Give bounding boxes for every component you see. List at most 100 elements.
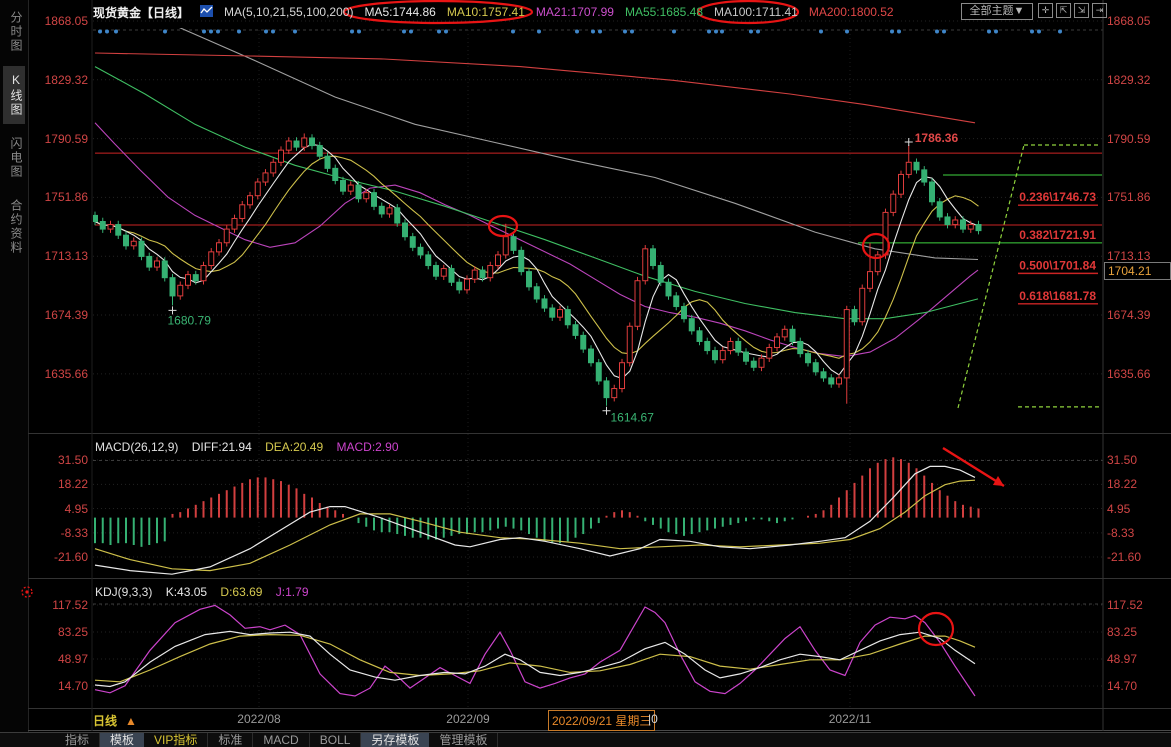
hand-annotations: [21, 0, 1005, 647]
crosshair-icon[interactable]: ✛: [1038, 3, 1053, 18]
axis-tick-label: 117.52: [52, 598, 88, 612]
macd-line-dea: [94, 479, 976, 572]
bottom-tab[interactable]: VIP指标: [144, 732, 209, 747]
annotation-circle-icon: [917, 611, 955, 647]
indicator-template-tabbar: 指标 模板 VIP指标 标准 MACD BOLL 另存模板 管理模板: [0, 732, 1171, 747]
axis-tick-label: -8.33: [1107, 525, 1135, 540]
bottom-tab[interactable]: MACD: [253, 732, 310, 747]
axis-tick-label: 14.70: [57, 678, 88, 693]
axis-tick-label: 83.25: [57, 624, 88, 639]
axis-tick-label: 1635.66: [44, 366, 88, 381]
time-axis-label: 2022/11: [828, 712, 872, 726]
pan-right-icon[interactable]: ⇥: [1092, 3, 1107, 18]
gridlines: [28, 0, 1171, 731]
axis-tick-label: 1674.39: [1107, 308, 1151, 323]
annotation-circle-icon: [342, 0, 534, 25]
bottom-tab[interactable]: 模板: [100, 732, 145, 747]
ma-readout: MA21:1707.99: [535, 5, 614, 19]
sidebar-item-[interactable]: 合约资料: [9, 199, 23, 255]
time-axis-label: 2022/08: [237, 712, 281, 726]
fib-level-label: 0.618\1681.78: [1019, 289, 1096, 303]
kdj-title: KDJ(9,3,3): [95, 585, 153, 599]
axis-tick-label: -21.60: [53, 550, 88, 565]
ma-line-MA55: [94, 66, 979, 320]
time-axis: 日线 ▲ 2022/08 2022/09 2022/11 2022/09/21 星期三…: [0, 710, 1171, 731]
sidebar-item-[interactable]: 闪电图: [9, 137, 23, 179]
ma-line-computed: [94, 143, 979, 380]
annotation-arrow-icon: [942, 446, 1005, 488]
fit-right-icon[interactable]: ⇲: [1074, 3, 1089, 18]
axis-tick-label: 31.50: [57, 453, 88, 468]
projection-channel-line: [957, 144, 1025, 409]
swing-labels: 1680.79 1614.67 1786.36: [168, 131, 959, 425]
macd-macd-value: MACD:2.90: [336, 440, 399, 454]
macd-diff-value: DIFF:21.94: [191, 440, 252, 454]
ma-readout: MA10:1757.41: [446, 5, 525, 19]
highlighted-date: 2022/09/21 星期三: [548, 710, 656, 731]
bottom-tab[interactable]: 管理模板: [429, 732, 499, 747]
svg-text:1786.36: 1786.36: [915, 131, 959, 145]
fit-left-icon[interactable]: ⇱: [1056, 3, 1071, 18]
ma-readout: MA100:1711.41: [714, 5, 798, 19]
chart-header: 现货黄金【日线】 MA(5,10,21,55,100,200) MA5:1744…: [93, 2, 905, 22]
kdj-line-j: [94, 604, 976, 697]
axis-tick-label: 117.52: [1107, 598, 1143, 612]
kdj-readout-row: KDJ(9,3,3) K:43.05 D:63.69 J:1.79: [95, 585, 319, 599]
kdj-line-k: [94, 630, 976, 688]
kdj-line-d: [94, 633, 976, 683]
macd-dea-value: DEA:20.49: [265, 440, 324, 454]
time-axis-label: 2022/09: [446, 712, 490, 726]
sidebar-item-[interactable]: 分时图: [9, 11, 23, 53]
sun-marker-icon: [21, 586, 33, 598]
axis-tick-label: 18.22: [1107, 477, 1138, 492]
axis-tick-label: 1713.13: [1107, 249, 1151, 264]
axis-tick-label: 1674.39: [44, 308, 88, 323]
kdj-k-value: K:43.05: [165, 585, 208, 599]
bottom-tab[interactable]: BOLL: [310, 732, 362, 747]
ma-readout: MA55:1685.48: [624, 5, 704, 19]
annotation-circle-icon: [696, 0, 800, 25]
candlestick-series: [93, 133, 982, 406]
axis-tick-label: 48.97: [57, 651, 88, 666]
axis-tick-label: 14.70: [1107, 678, 1138, 693]
axis-tick-label: 48.97: [1107, 651, 1138, 666]
svg-text:1680.79: 1680.79: [168, 313, 212, 327]
ma-line-MA200: [94, 52, 976, 124]
bottom-tab[interactable]: 指标: [55, 732, 101, 747]
annotation-circle-icon: [861, 232, 891, 260]
instrument-chart-icon: [200, 4, 214, 20]
chart-toolbar: ✛ ⇱ ⇲ ⇥: [1038, 3, 1107, 18]
ma-readout: MA200:1800.52: [808, 5, 894, 19]
axis-tick-label: 83.25: [1107, 624, 1138, 639]
axis-tick-label: 18.22: [57, 477, 88, 492]
bottom-tab[interactable]: 另存模板: [361, 732, 430, 747]
theme-dropdown-button[interactable]: 全部主题▼: [961, 3, 1033, 20]
ma-readouts: MA5:1744.86 MA10:1757.41 MA21:1707.99 MA55:…: [364, 5, 904, 19]
axis-tick-label: 1751.86: [1107, 190, 1151, 205]
period-label: 日线: [93, 714, 118, 728]
svg-text:1614.67: 1614.67: [611, 411, 655, 425]
kdj-j-value: J:1.79: [275, 585, 309, 599]
ma-params-label: MA(5,10,21,55,100,200): [224, 5, 354, 19]
instrument-title: 现货黄金【日线】: [93, 5, 190, 20]
axis-tick-label: -21.60: [1107, 550, 1142, 565]
axis-tick-label: 1790.59: [1107, 131, 1151, 146]
ma-readout: MA5:1744.86: [364, 5, 436, 19]
axis-tick-label: 4.95: [64, 501, 88, 516]
axis-tick-label: 1713.13: [44, 249, 88, 264]
axis-tick-label: 1829.32: [44, 72, 88, 87]
fib-level-label: 0.236\1746.73: [1019, 190, 1096, 204]
fib-level-label: 0.382\1721.91: [1019, 228, 1096, 242]
axis-tick-label: 1790.59: [44, 131, 88, 146]
kdj-panel: [94, 604, 976, 697]
period-selector[interactable]: 日线 ▲: [93, 712, 137, 729]
axis-tick-label: 1751.86: [44, 190, 88, 205]
kdj-d-value: D:63.69: [220, 585, 263, 599]
axis-tick-label: 1868.05: [44, 14, 88, 28]
sidebar-item-active[interactable]: K线图: [3, 66, 25, 124]
highlighted-date-suffix: |0: [648, 712, 658, 726]
bottom-tab[interactable]: 标准: [208, 732, 254, 747]
last-price-badge: 1704.21: [1104, 262, 1171, 280]
